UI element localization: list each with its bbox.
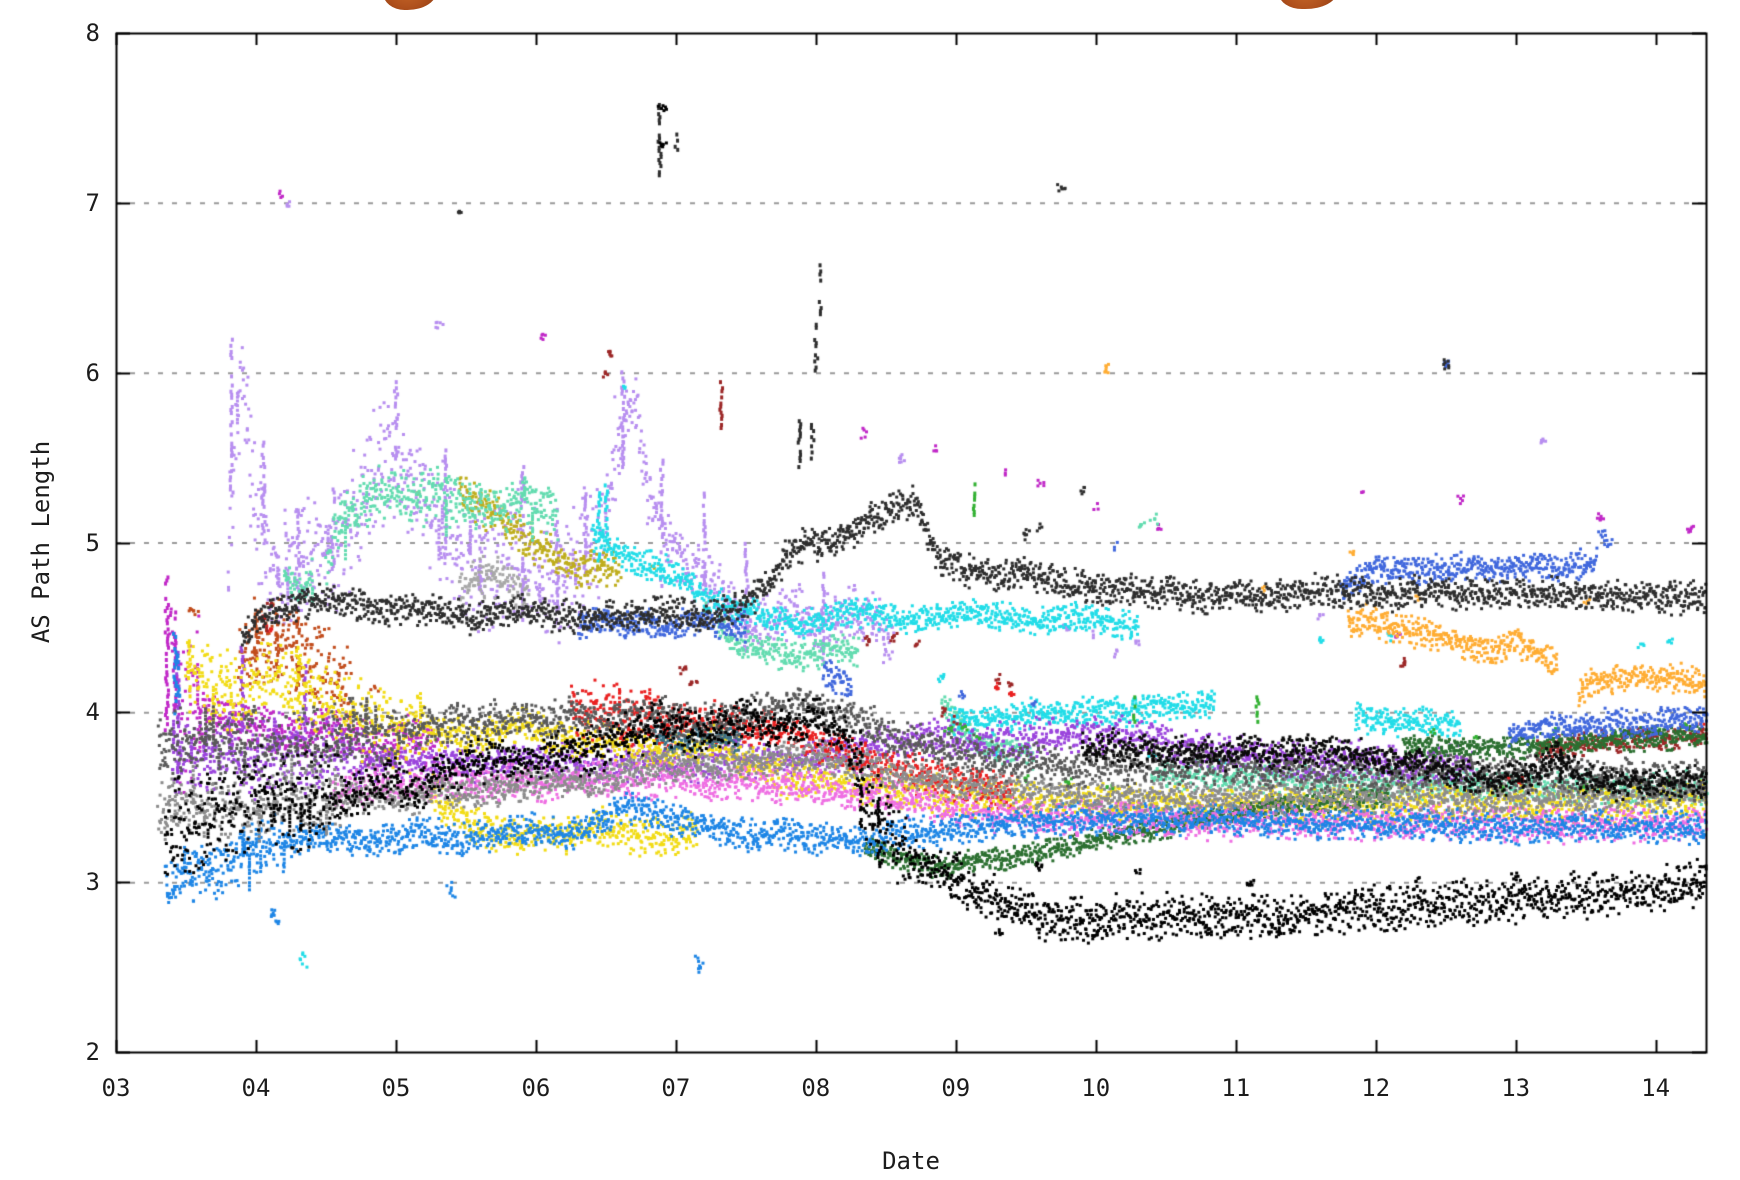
x-tick-label: 06: [521, 1074, 551, 1102]
x-tick-label: 12: [1361, 1074, 1391, 1102]
y-tick-label: 8: [85, 19, 100, 47]
y-tick-label: 2: [85, 1038, 100, 1066]
decor-blob: [383, 0, 437, 10]
x-tick-label: 08: [801, 1074, 831, 1102]
y-tick-label: 4: [85, 698, 100, 727]
x-tick-label: 09: [941, 1074, 971, 1102]
x-tick-label: 11: [1221, 1074, 1251, 1102]
x-tick-label: 04: [241, 1074, 271, 1102]
y-tick-label: 6: [85, 358, 100, 387]
decor-blob: [1279, 0, 1337, 9]
x-tick-label: 13: [1501, 1074, 1531, 1102]
x-tick-label: 10: [1081, 1074, 1111, 1102]
x-tick-label: 03: [101, 1074, 131, 1102]
x-axis-title: Date: [882, 1147, 940, 1175]
x-tick-label: 05: [381, 1074, 411, 1102]
y-tick-label: 7: [85, 188, 100, 217]
y-tick-label: 3: [85, 868, 100, 897]
y-tick-label: 5: [85, 528, 100, 557]
x-tick-label: 14: [1641, 1074, 1671, 1102]
x-tick-label: 07: [661, 1074, 691, 1102]
